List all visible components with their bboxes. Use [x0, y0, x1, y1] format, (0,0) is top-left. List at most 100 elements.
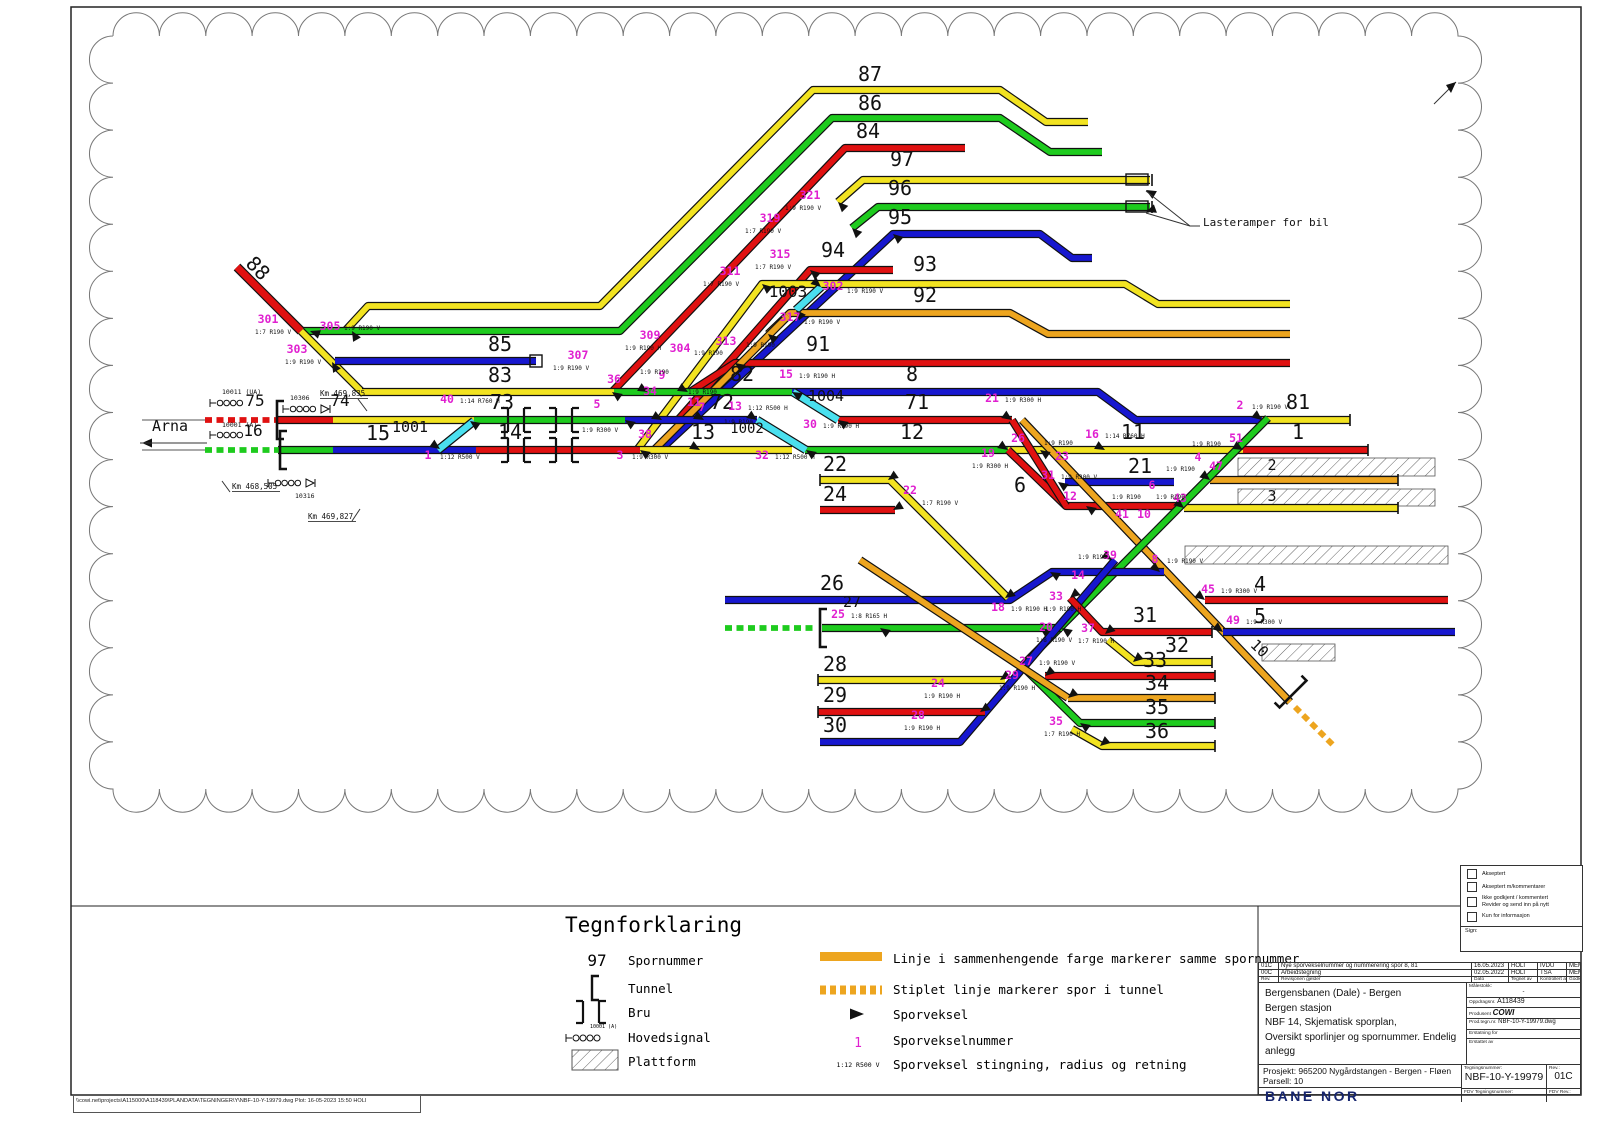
switch-number: 25	[831, 607, 845, 621]
switch-triangle	[689, 441, 700, 450]
switch-triangle	[1194, 590, 1205, 600]
switch-number: 26	[1011, 431, 1025, 445]
signal-id: 10011 (UA)	[222, 388, 261, 396]
switch-spec: 1:9 R300 V	[582, 427, 619, 434]
switch-spec: 1:9 R300 H	[972, 463, 1009, 470]
parsell: Parsell: 10	[1263, 1075, 1304, 1086]
title-line-3: NBF 14, Skjematisk sporplan,	[1265, 1017, 1397, 1028]
rev-value: 01C	[1554, 1070, 1573, 1082]
main-signal: 10011 (UA)	[209, 388, 261, 407]
track-label: 74	[330, 391, 349, 410]
track-label: 8	[906, 362, 918, 386]
rev-b: IVDU	[1538, 963, 1567, 969]
loading-ramp	[529, 354, 543, 368]
switch-number: 27	[1019, 654, 1033, 668]
sporvekselnummer-symbol: 1	[854, 1036, 862, 1051]
legend: Tegnforklaring 97 Spornummer Tunnel Bru …	[565, 913, 1300, 1072]
switch-number: 15	[779, 367, 793, 381]
track-label: 73	[490, 390, 514, 414]
switch-spec: 1:9 R190 V	[1167, 558, 1204, 565]
track-label: 81	[1286, 390, 1310, 414]
switch-triangle	[1094, 441, 1105, 450]
track-label: 92	[913, 283, 937, 307]
track-label: 35	[1145, 695, 1169, 719]
cloud-border	[89, 12, 1482, 813]
switch-number: 7	[699, 400, 706, 414]
switch-triangle	[768, 334, 779, 344]
sporveksel-icon	[850, 1008, 864, 1020]
checkbox	[1467, 896, 1477, 907]
hovedsignal-icon	[565, 1034, 601, 1042]
leader-line	[1145, 212, 1191, 227]
switch-number: 34	[643, 384, 657, 398]
switch-number: 305	[320, 319, 341, 333]
switch-spec: 1:9 R190 H	[823, 423, 860, 430]
track-31	[1067, 596, 1212, 635]
track-d1	[649, 313, 791, 455]
switch-spec: 1:9 R190	[1112, 494, 1141, 501]
switch-number: 1	[425, 448, 432, 462]
switch-triangle	[762, 284, 773, 294]
switch-number: 321	[800, 188, 821, 202]
switch-number: 13	[728, 399, 742, 413]
track-8	[792, 389, 1262, 423]
legend-samme-farge: Linje i sammenhengende farge markerer sa…	[893, 951, 1300, 966]
switch-triangle	[352, 331, 361, 342]
switch-triangle	[1045, 666, 1056, 676]
bridge-symbol	[549, 406, 579, 434]
switch-spec: 1:9 R300 V	[632, 454, 669, 461]
switch-spec: 1:9 R300 V	[1061, 474, 1098, 481]
track-label: 27	[843, 593, 861, 611]
switch-spec: 1:14 R760 H	[460, 398, 500, 405]
switch-number: 37	[1081, 621, 1095, 635]
track-label: 71	[905, 390, 929, 414]
switch-triangle	[838, 202, 849, 213]
drawing-title: Bergensbanen (Dale) - Bergen Bergen stas…	[1259, 983, 1468, 1064]
switch-triangle	[612, 392, 623, 402]
track-label: 26	[820, 571, 844, 595]
switch-number: 23	[1055, 449, 1069, 463]
track-label: 72	[710, 390, 734, 414]
switch-number: 22	[903, 483, 917, 497]
title-line-2: Bergen stasjon	[1265, 1002, 1332, 1014]
switch-spec: 1:9 R190	[688, 389, 717, 396]
track-label: 83	[488, 363, 512, 387]
malestokk-label: Målestokk:	[1469, 984, 1492, 989]
switch-spec: 1:9 R190 H	[1045, 606, 1082, 613]
erstatning-label: Erstatning for	[1469, 1031, 1498, 1036]
checkbox-label: Akseptert	[1482, 870, 1506, 877]
switch-triangle	[1101, 550, 1112, 560]
rev-label: Rev.:	[1549, 1065, 1560, 1071]
switch-spec: 1:9 R300 V	[1221, 588, 1258, 595]
tunnel-bracket	[278, 429, 287, 471]
legend-stigning: Sporveksel stingning, radius og retning	[893, 1057, 1187, 1072]
switch-triangle	[1040, 628, 1051, 638]
switch-number: 21	[985, 391, 999, 405]
legend-spornummer: Spornummer	[628, 953, 704, 968]
track-label: 14	[498, 420, 522, 444]
bane-nor-logo: BANE NOR	[1265, 1087, 1360, 1104]
switch-triangle	[1146, 190, 1157, 199]
erstattet-label: Erstattet av	[1469, 1040, 1494, 1045]
switch-number: 35	[1049, 714, 1063, 728]
switch-number: 32	[755, 448, 769, 462]
switch-triangle	[1251, 410, 1262, 420]
switch-number: 304	[670, 341, 691, 355]
switch-number: 6	[1149, 478, 1156, 492]
fdv-rev-label: FDV Rev.:	[1549, 1089, 1571, 1095]
tunnel-bracket	[1273, 674, 1309, 710]
switch-spec: 1:9 R190	[1192, 441, 1221, 448]
track-label: 21	[1128, 454, 1152, 478]
leader-line	[357, 398, 368, 412]
loading-ramp	[1125, 200, 1149, 213]
switch-number: 33	[1049, 589, 1063, 603]
legend-plattform: Plattform	[628, 1054, 696, 1069]
switch-triangle	[637, 383, 648, 392]
switch-spec: 1:14 R760 H	[1105, 433, 1145, 440]
bridge-symbol	[549, 436, 579, 464]
switch-spec: 1:7 R190 V	[922, 500, 959, 507]
switch-spec: 1:9 R190	[724, 419, 753, 426]
switch-triangle	[806, 450, 817, 460]
switch-spec: 1:8 R190 V	[1036, 637, 1073, 644]
track-84	[609, 145, 965, 395]
